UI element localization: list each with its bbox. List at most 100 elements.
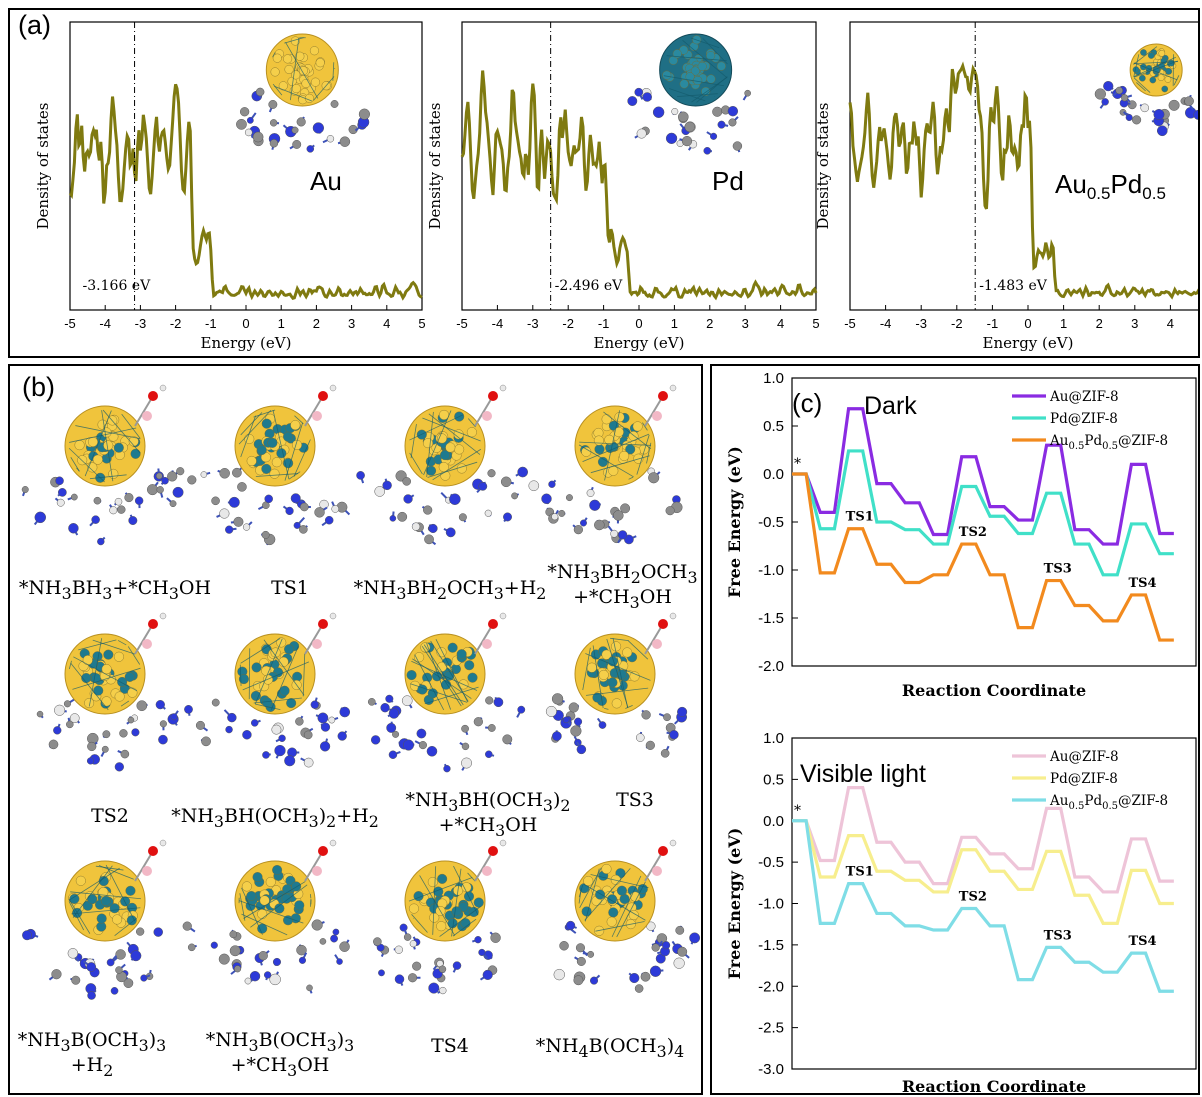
y-tick-label: -1.0	[758, 562, 784, 579]
x-tick-label: -5	[456, 316, 468, 331]
legend-label: Au@ZIF-8	[1049, 749, 1119, 765]
legend-label: Pd@ZIF-8	[1050, 771, 1118, 787]
y-tick-label: -1.5	[758, 937, 784, 954]
structure-image-2	[187, 405, 351, 546]
oxygen-atom	[488, 846, 498, 856]
initial-star: *	[794, 456, 801, 472]
structure-image-6	[195, 633, 351, 768]
oxygen-atom	[318, 846, 328, 856]
x-tick-label: -3	[915, 316, 927, 331]
x-tick-label: -4	[492, 316, 504, 331]
chart-title: Visible light	[800, 760, 926, 788]
x-tick-label: 4	[1167, 316, 1174, 331]
boron-atom	[312, 866, 322, 876]
y-axis-label: Density of states	[426, 103, 444, 230]
x-tick-label: -4	[99, 316, 111, 331]
x-tick-label: 3	[742, 316, 749, 331]
y-axis-label: Free Energy (eV)	[725, 446, 744, 598]
y-tick-label: 0.0	[763, 466, 784, 483]
x-tick-label: -3	[135, 316, 147, 331]
y-tick-label: -0.5	[758, 854, 784, 871]
dos-subplot-1: -5 -4 -3 -2 -1 0 1 2 3 4 5 Energy (eV) Density of st…	[34, 21, 426, 352]
panel-c-label: (c)	[792, 388, 822, 418]
x-tick-label: -2	[170, 316, 182, 331]
cluster-image-3	[1094, 43, 1202, 137]
structure-image-7	[367, 633, 526, 773]
caption-2: TS1	[271, 577, 309, 599]
element-label: Au	[310, 166, 342, 196]
boron-atom	[652, 639, 662, 649]
boron-atom	[652, 411, 662, 421]
x-axis-label: Energy (eV)	[983, 334, 1074, 352]
structure-image-11	[373, 860, 501, 995]
free-energy-plots: (c) 1.0 0.5 0.0 -0.5 -1.0 -1.5 -2.0 Free Energy …	[725, 370, 1197, 1096]
x-tick-label: 0	[1024, 316, 1031, 331]
oxygen-atom	[488, 391, 498, 401]
x-tick-label: -1	[987, 316, 999, 331]
x-tick-label: -1	[598, 316, 610, 331]
boron-atom	[142, 639, 152, 649]
x-tick-label: -5	[844, 316, 856, 331]
caption-6: *NH3BH(OCH3)2+H2	[171, 805, 379, 831]
y-tick-label: 1.0	[763, 370, 784, 387]
y-axis-label: Density of states	[34, 103, 52, 230]
x-tick-label: -5	[64, 316, 76, 331]
series-line	[792, 449, 1174, 577]
x-tick-label: 5	[812, 316, 819, 331]
x-tick-label: -2	[951, 316, 963, 331]
oxygen-atom	[148, 846, 158, 856]
legend-label: Au0.5Pd0.5@ZIF-8	[1049, 793, 1168, 812]
ts2-label: TS2	[959, 525, 987, 540]
x-tick-label: 2	[706, 316, 713, 331]
ts3-label: TS3	[1044, 562, 1072, 577]
y-tick-label: -2.0	[758, 658, 784, 675]
caption-10: *NH3B(OCH3)3 +*CH3OH	[205, 1029, 355, 1080]
dos-curve	[848, 61, 1202, 300]
structure-image-8	[545, 633, 688, 758]
series-line	[792, 407, 1174, 546]
y-tick-label: -2.5	[758, 1020, 784, 1037]
dos-plots: -5 -4 -3 -2 -1 0 1 2 3 4 5 Energy (eV) Density of st…	[34, 21, 1202, 352]
structure-image-12	[553, 860, 701, 993]
structure-images	[21, 384, 701, 1000]
structure-image-1	[21, 405, 185, 546]
series-line	[792, 786, 1174, 894]
y-tick-label: -1.5	[758, 610, 784, 627]
panel-a: (a) -5 -4 -3 -2 -1 0 1 2 3 4 5 Energy (eV) Density o…	[8, 8, 1202, 358]
d-band-label: -3.166 eV	[83, 278, 152, 294]
boron-atom	[142, 866, 152, 876]
x-tick-label: 4	[383, 316, 390, 331]
x-tick-label: 1	[1060, 316, 1067, 331]
x-tick-label: 2	[313, 316, 320, 331]
x-tick-label: -2	[562, 316, 574, 331]
visible-light-chart: 1.0 0.5 0.0 -0.5 -1.0 -1.5 -2.0 -2.5 -3.0 Free En…	[725, 730, 1197, 1096]
ts1-label: TS1	[846, 510, 874, 525]
caption-4: *NH3BH2OCH3 +*CH3OH	[547, 561, 698, 612]
boron-atom	[482, 411, 492, 421]
caption-1: *NH3BH3+*CH3OH	[18, 577, 212, 603]
x-tick-label: -4	[880, 316, 892, 331]
dos-frame	[461, 21, 817, 311]
x-tick-label: 4	[777, 316, 784, 331]
structure-image-10	[187, 860, 350, 994]
cluster-image-1	[236, 33, 370, 153]
dos-subplot-3: -5 -4 -3 -2 -1 0 1 2 3 4 5 Energy (eV) Density of st…	[814, 21, 1202, 352]
legend-label: Au0.5Pd0.5@ZIF-8	[1049, 433, 1168, 452]
panel-a-label: (a)	[18, 10, 51, 40]
dos-subplot-2: -5 -4 -3 -2 -1 0 1 2 3 4 5 Energy (eV) Density of st…	[426, 21, 820, 352]
legend-label: Pd@ZIF-8	[1050, 411, 1118, 427]
d-band-label: -2.496 eV	[555, 278, 624, 294]
panel-b: (b) *NH3BH3+*CH3OH TS1 *NH3BH2OCH3+H2 *N…	[8, 364, 703, 1095]
dos-frame	[69, 21, 423, 311]
x-tick-label: 0	[635, 316, 642, 331]
caption-12: *NH4B(OCH3)4	[535, 1035, 685, 1061]
y-tick-label: -2.0	[758, 978, 784, 995]
caption-5: TS2	[91, 805, 129, 827]
series-line	[792, 472, 1174, 642]
x-axis-label: Reaction Coordinate	[902, 681, 1086, 700]
structure-image-9	[22, 860, 196, 1000]
series-line	[792, 819, 1174, 993]
x-tick-label: 1	[278, 316, 285, 331]
caption-3: *NH3BH2OCH3+H2	[353, 577, 547, 603]
series-line	[792, 819, 1174, 925]
